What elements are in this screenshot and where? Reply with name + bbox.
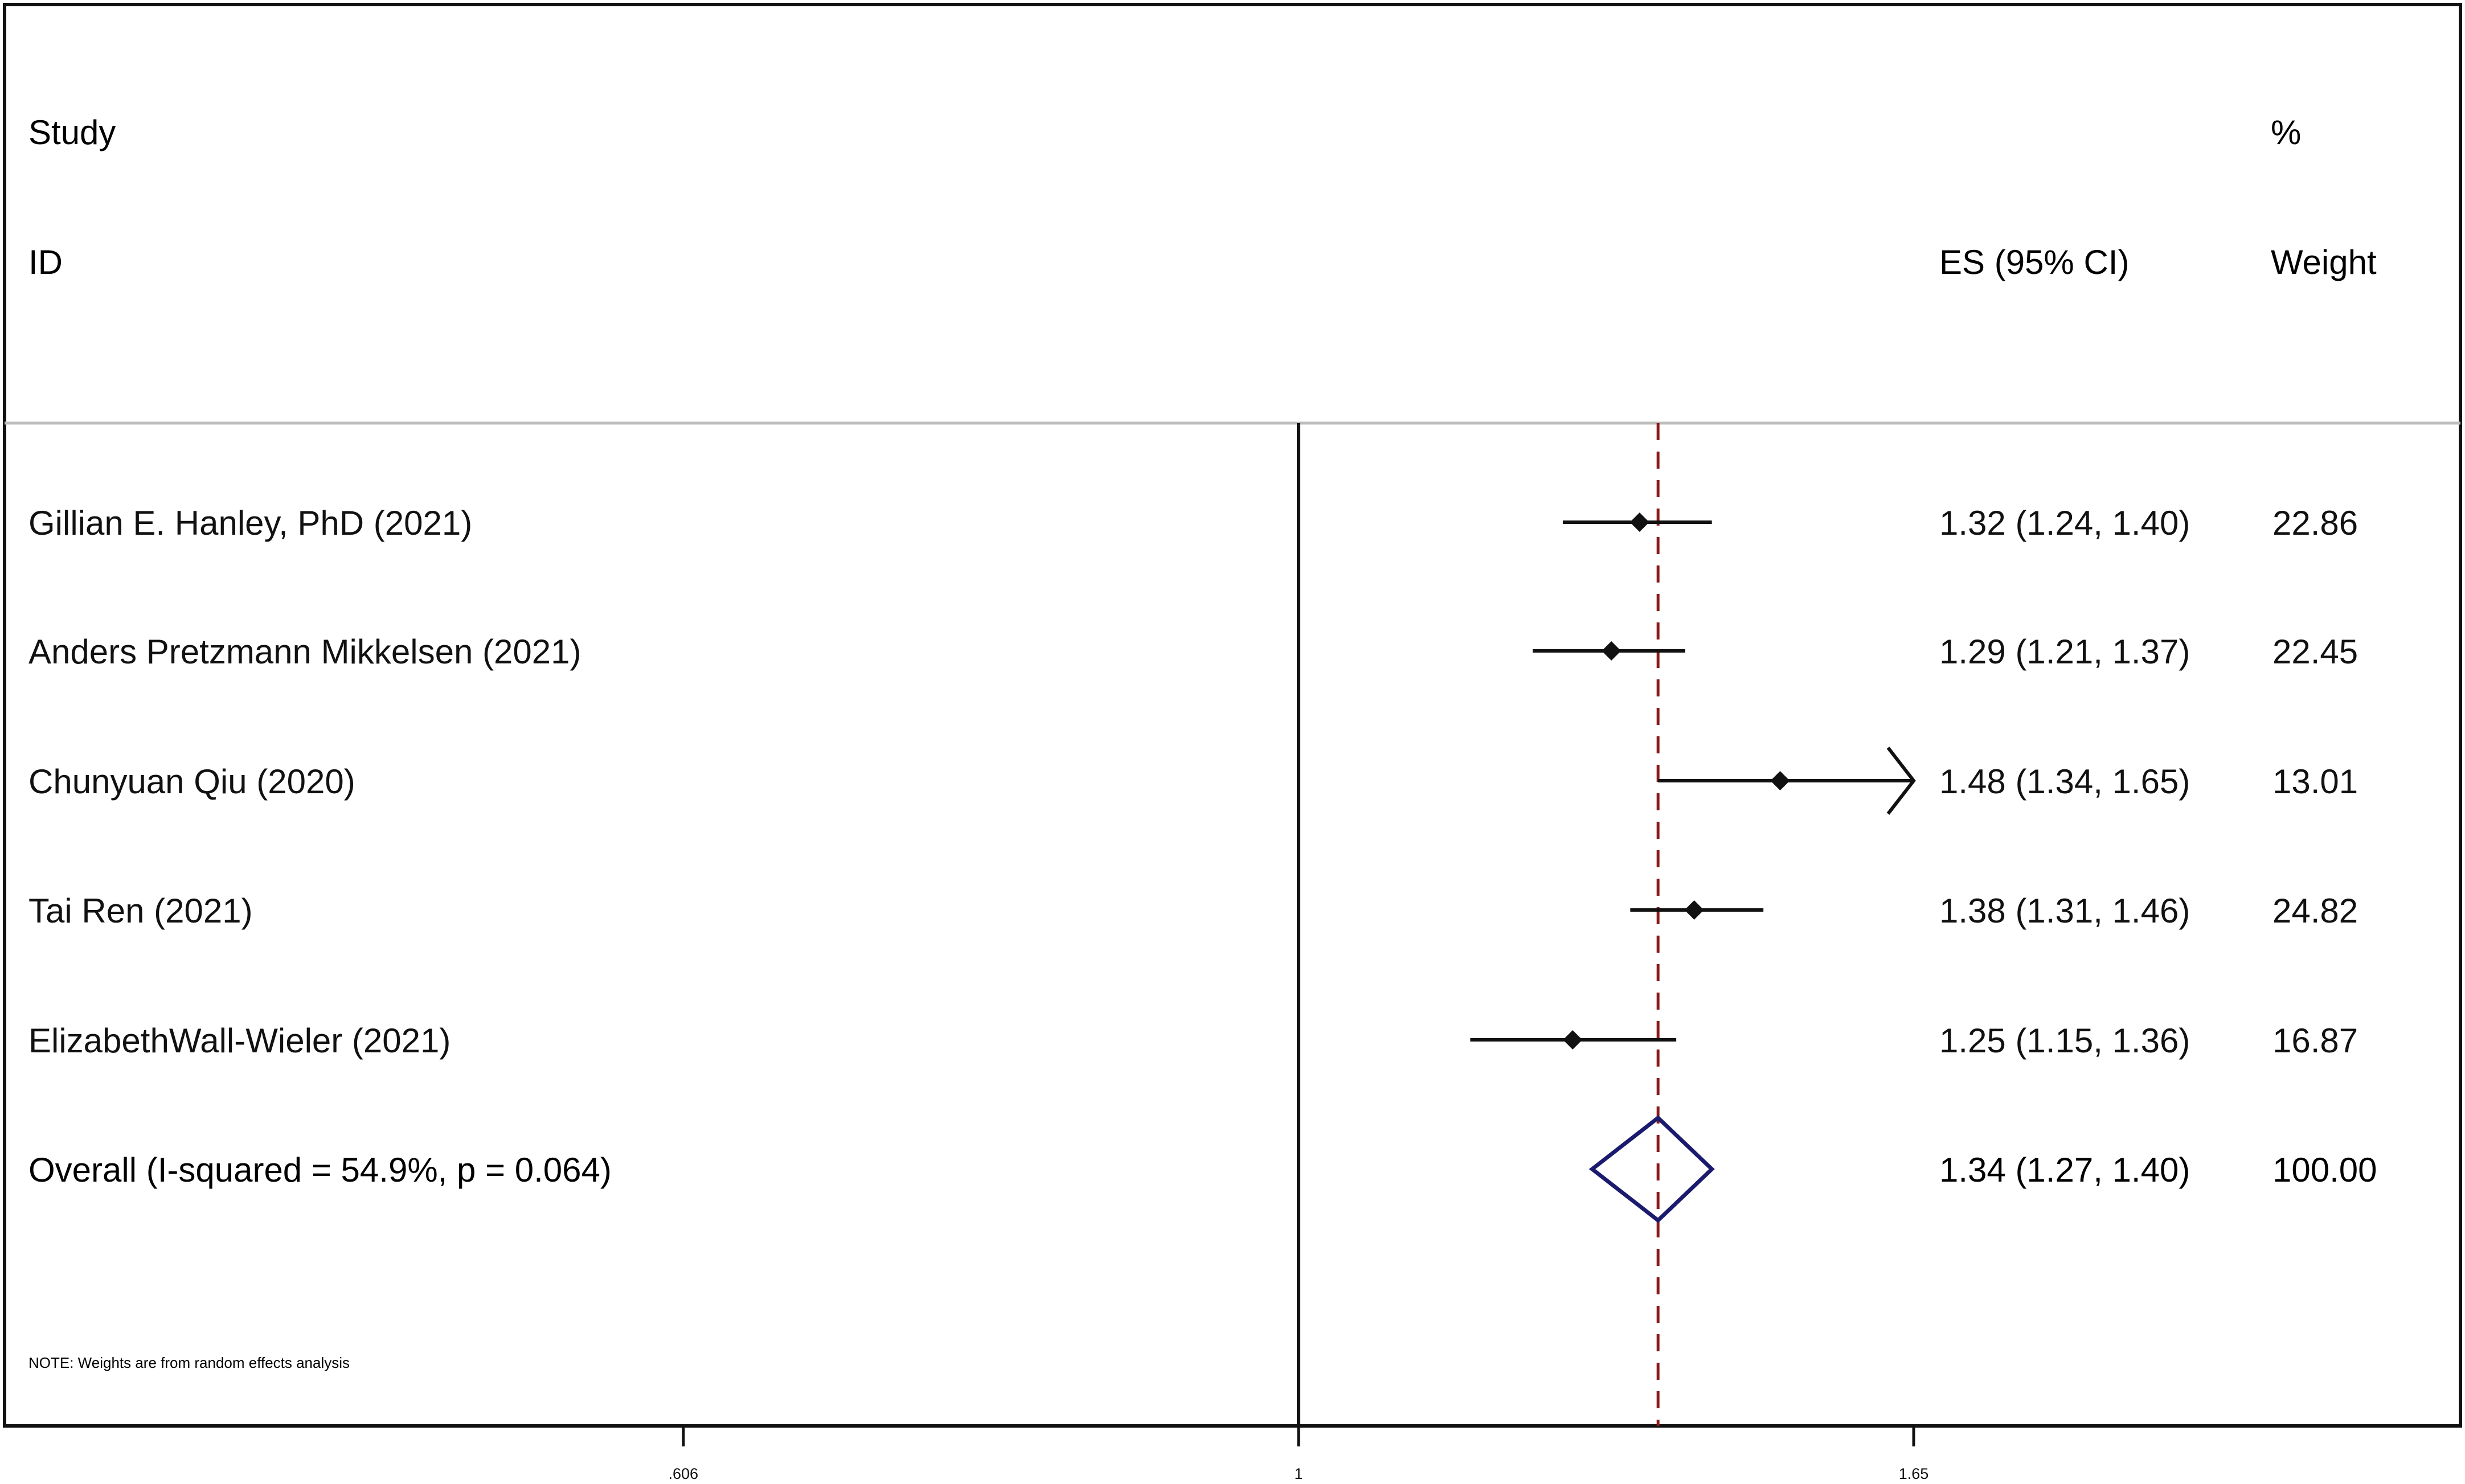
study-es-ci: 1.29 (1.21, 1.37) xyxy=(1939,633,2190,671)
study-weight: 22.45 xyxy=(2272,633,2358,671)
study-point-marker xyxy=(1770,771,1790,790)
plot-marks xyxy=(1297,423,1916,1426)
study-es-ci: 1.48 (1.34, 1.65) xyxy=(1939,763,2190,801)
plot-frame xyxy=(3,3,2462,1428)
study-ci-arrow xyxy=(1886,747,1916,815)
header-weight: Weight xyxy=(2271,243,2377,281)
overall-diamond xyxy=(1588,1115,1715,1223)
header-percent: % xyxy=(2271,113,2301,151)
study-point-marker xyxy=(1684,900,1704,920)
study-name: Tai Ren (2021) xyxy=(28,892,253,930)
x-axis-tick-label: 1 xyxy=(1294,1465,1303,1482)
study-point-marker xyxy=(1629,513,1649,532)
study-point-marker xyxy=(1563,1030,1583,1050)
study-weight: 22.86 xyxy=(2272,504,2358,542)
study-name: Anders Pretzmann Mikkelsen (2021) xyxy=(28,633,581,671)
study-weight: 24.82 xyxy=(2272,892,2358,930)
weights-note: NOTE: Weights are from random effects an… xyxy=(28,1354,350,1371)
overall-label: Overall (I-squared = 54.9%, p = 0.064) xyxy=(28,1151,612,1189)
study-rows: Gillian E. Hanley, PhD (2021) 1.32 (1.24,… xyxy=(28,504,2358,1060)
study-name: Gillian E. Hanley, PhD (2021) xyxy=(28,504,472,542)
study-es-ci: 1.32 (1.24, 1.40) xyxy=(1939,504,2190,542)
header-es-ci: ES (95% CI) xyxy=(1939,243,2129,281)
study-point-marker xyxy=(1602,641,1622,661)
study-name: ElizabethWall-Wieler (2021) xyxy=(28,1022,451,1060)
study-weight: 16.87 xyxy=(2272,1022,2358,1060)
study-es-ci: 1.38 (1.31, 1.46) xyxy=(1939,892,2190,930)
overall-weight: 100.00 xyxy=(2272,1151,2377,1189)
study-weight: 13.01 xyxy=(2272,763,2358,801)
study-es-ci: 1.25 (1.15, 1.36) xyxy=(1939,1022,2190,1060)
overall-es-ci: 1.34 (1.27, 1.40) xyxy=(1939,1151,2190,1189)
x-axis-tick-label: 1.65 xyxy=(1899,1465,1929,1482)
x-axis-tick-label: .606 xyxy=(669,1465,699,1482)
x-axis: .606 1 1.65 xyxy=(669,1426,1929,1482)
study-name: Chunyuan Qiu (2020) xyxy=(28,763,355,801)
header-study: Study xyxy=(28,113,116,151)
header-id: ID xyxy=(28,243,63,281)
